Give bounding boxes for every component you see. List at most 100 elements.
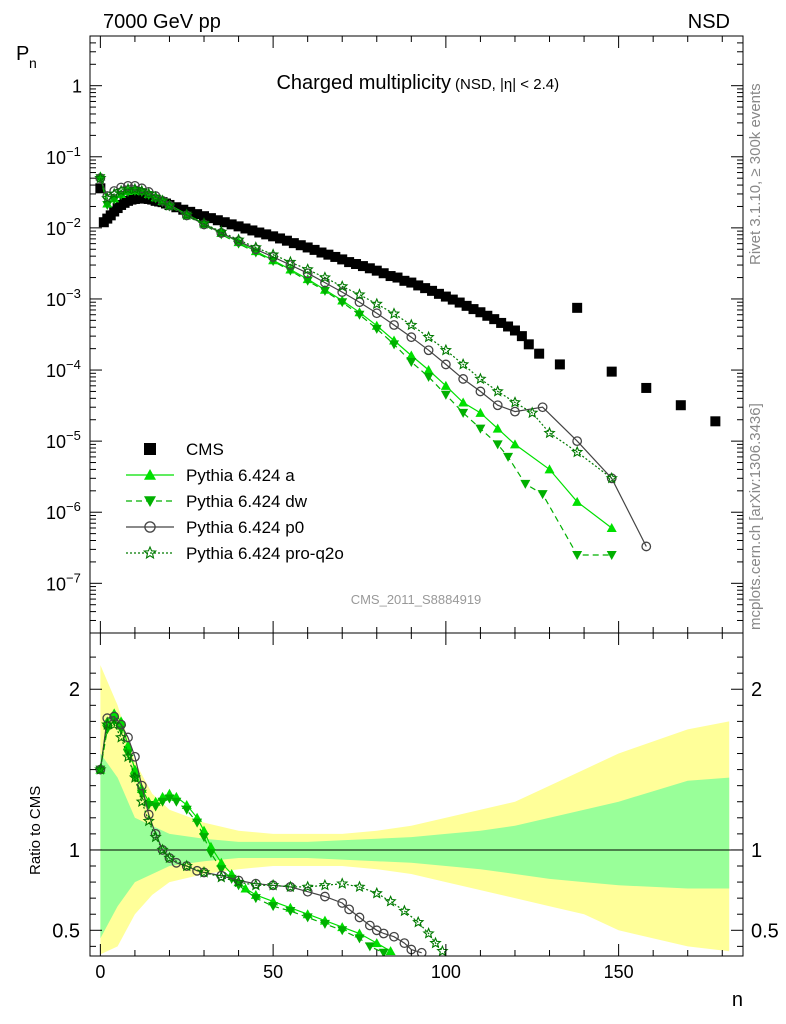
- y-tick-label: 10: [46, 148, 66, 168]
- data-point: [180, 208, 193, 221]
- data-point: [534, 348, 545, 359]
- ratio-point: [156, 843, 169, 856]
- analysis-watermark: CMS_2011_S8884919: [351, 592, 482, 607]
- data-point: [309, 244, 320, 255]
- data-point: [503, 321, 514, 332]
- legend-marker: [144, 443, 156, 455]
- ratio-point: [364, 942, 375, 952]
- ratio-point: [232, 875, 245, 888]
- y-tick-label: 10: [46, 361, 66, 381]
- ratio-point: [267, 878, 280, 891]
- legend-marker: [144, 469, 156, 480]
- data-point: [199, 211, 210, 222]
- data-point: [572, 436, 583, 447]
- ratio-point: [123, 749, 134, 759]
- data-point: [572, 496, 583, 506]
- data-point: [475, 407, 486, 417]
- ratio-point: [284, 880, 297, 893]
- y-tick-exponent: −5: [66, 428, 81, 443]
- data-point: [267, 248, 280, 260]
- data-point: [135, 184, 148, 197]
- ratio-point: [399, 938, 410, 949]
- data-point: [212, 215, 223, 226]
- legend: CMS Pythia 6.424 a Pythia 6.424 dw Pythia 6…: [126, 440, 344, 563]
- ratio-point: [302, 913, 313, 923]
- data-point: [171, 202, 182, 213]
- data-point: [457, 357, 470, 370]
- ratio-point: [320, 891, 330, 902]
- data-point: [319, 286, 330, 296]
- data-point: [537, 402, 548, 413]
- data-point: [474, 372, 487, 385]
- data-point: [606, 366, 617, 377]
- data-point: [330, 251, 341, 262]
- data-point: [302, 242, 313, 253]
- y-tick-exponent: −6: [66, 499, 81, 514]
- data-point: [440, 291, 451, 302]
- data-point: [295, 240, 306, 251]
- ratio-point: [371, 938, 382, 948]
- data-point: [268, 231, 279, 242]
- data-point: [371, 324, 382, 334]
- data-point: [440, 359, 451, 370]
- data-point: [197, 217, 211, 229]
- data-point: [249, 241, 262, 253]
- ratio-series-line: [99, 724, 443, 952]
- data-point: [320, 277, 330, 288]
- data-point: [357, 261, 368, 272]
- side-label-mcplots: mcplots.cern.ch [arXiv:1306.3436]: [747, 403, 764, 630]
- ratio-y-tick-label-left: 0.5: [52, 920, 80, 942]
- data-point: [387, 307, 401, 319]
- legend-marker: [142, 545, 158, 560]
- data-point: [489, 314, 500, 325]
- data-point: [216, 227, 227, 238]
- data-point: [492, 400, 503, 411]
- ratio-point: [336, 877, 349, 889]
- main-series-line: [99, 178, 613, 479]
- data-point: [250, 244, 261, 255]
- data-point: [378, 268, 389, 279]
- data-point: [199, 219, 209, 230]
- data-point: [510, 406, 520, 417]
- ratio-point: [215, 870, 228, 883]
- data-point: [364, 263, 375, 274]
- ratio-point: [384, 894, 397, 907]
- data-point: [337, 287, 348, 297]
- y-tick-label: 10: [46, 290, 66, 310]
- ratio-point: [398, 904, 411, 917]
- data-point: [254, 227, 265, 238]
- chart-title: Charged multiplicity: [276, 72, 451, 94]
- data-point: [423, 372, 434, 382]
- data-point: [461, 300, 472, 311]
- data-point: [492, 440, 503, 450]
- data-point: [571, 445, 584, 458]
- ratio-point: [364, 920, 375, 931]
- data-point: [261, 229, 272, 240]
- data-point: [537, 490, 548, 500]
- data-point: [336, 279, 349, 292]
- ratio-point: [250, 894, 261, 904]
- data-point: [492, 423, 503, 433]
- data-point: [318, 271, 332, 283]
- legend-label: Pythia 6.424 pro-q2o: [186, 544, 344, 563]
- legend-marker: [144, 521, 156, 533]
- data-point: [150, 194, 161, 204]
- ratio-point: [143, 809, 154, 820]
- data-point: [233, 221, 244, 232]
- ratio-point: [412, 915, 425, 928]
- data-point: [302, 276, 313, 286]
- legend-entry: Pythia 6.424 dw: [126, 492, 308, 511]
- data-point: [439, 343, 452, 356]
- ratio-series-line: [99, 715, 422, 954]
- ratio-point: [416, 947, 427, 956]
- ratio-point: [163, 851, 176, 864]
- data-point: [572, 551, 583, 561]
- data-point: [509, 439, 520, 449]
- data-point: [337, 298, 348, 308]
- ratio-point: [199, 833, 210, 843]
- data-point: [94, 171, 107, 184]
- ratio-point: [319, 919, 330, 929]
- ratio-point: [422, 927, 435, 939]
- ratio-point: [157, 797, 168, 807]
- data-point: [370, 297, 383, 310]
